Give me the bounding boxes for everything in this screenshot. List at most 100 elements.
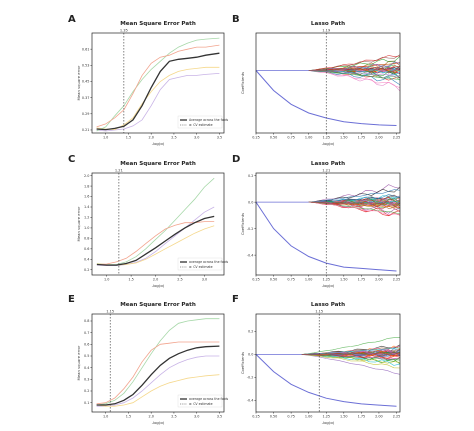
y-tick-label: 0.61 — [82, 47, 90, 51]
coefficient-path — [308, 184, 401, 203]
x-tick-label: 0.50 — [270, 415, 278, 419]
y-tick-label: 0.29 — [82, 112, 90, 116]
y-tick-label: 0.0 — [248, 200, 253, 204]
x-tick-label: 0.75 — [287, 278, 295, 282]
panel-letter: C — [68, 154, 75, 165]
coefficient-path — [308, 55, 401, 71]
cv-vline-label: 1.19 — [322, 29, 331, 33]
x-tick-label: 0.75 — [287, 415, 295, 419]
legend-entry: average across the folds — [189, 397, 229, 401]
chart-title: Mean Square Error Path — [120, 302, 196, 308]
y-tick-label: 1.8 — [84, 184, 89, 188]
panel-letter: D — [232, 154, 240, 165]
x-tick-label: 1.5 — [128, 278, 133, 282]
cv-vline-label: 1.15 — [315, 310, 323, 314]
legend-entry: average across the folds — [189, 260, 229, 264]
x-tick-label: 0.25 — [252, 278, 260, 282]
fold-line — [96, 66, 220, 131]
y-tick-label: 0.7 — [84, 331, 89, 335]
x-axis-label: -log(α) — [322, 283, 335, 288]
x-tick-label: 1.50 — [340, 136, 348, 140]
x-axis-label: -log(α) — [152, 141, 165, 146]
y-tick-label: 1.4 — [84, 205, 89, 209]
x-tick-label: 1.25 — [322, 415, 330, 419]
coefficient-path — [308, 189, 401, 203]
x-tick-label: 1.50 — [340, 415, 348, 419]
coefficient-path — [308, 68, 401, 74]
y-tick-label: 1.6 — [84, 195, 89, 199]
y-tick-label: -0.4 — [247, 399, 254, 403]
x-tick-label: 0.50 — [270, 278, 278, 282]
fold-line — [96, 318, 220, 406]
y-tick-label: 0.8 — [84, 237, 89, 241]
y-tick-label: 0.4 — [84, 366, 89, 370]
x-tick-label: 2.5 — [171, 415, 176, 419]
x-tick-label: 0.50 — [270, 136, 278, 140]
axes-frame — [91, 32, 225, 134]
x-tick-label: 2.25 — [393, 415, 401, 419]
legend-entry: α: CV estimate — [189, 123, 213, 127]
panel-f: F Lasso Path 1.15 0.25 0.50 0.75 1.00 1.25 1.50 1… — [232, 294, 401, 425]
x-tick-label: 2.00 — [375, 136, 383, 140]
y-tick-label: 0.2 — [248, 329, 253, 333]
x-tick-label: 1.25 — [322, 278, 330, 282]
panel-letter: E — [68, 294, 75, 305]
y-tick-label: 1.2 — [84, 216, 89, 220]
x-tick-label: 3.0 — [194, 136, 199, 140]
legend-entry: α: CV estimate — [189, 402, 213, 406]
x-axis-label: -log(α) — [322, 141, 335, 146]
chart-title: Lasso Path — [311, 161, 345, 167]
axes-frame — [91, 172, 225, 276]
chart-title: Lasso Path — [311, 21, 345, 27]
x-tick-label: 2.00 — [375, 278, 383, 282]
legend-entry: Average across the folds — [189, 118, 229, 122]
y-tick-label: 0.45 — [82, 80, 90, 84]
x-axis-label: -log(α) — [152, 283, 165, 288]
cv-vline-label: 1.21 — [115, 169, 123, 173]
chart-title: Lasso Path — [311, 302, 345, 308]
x-tick-label: 2.25 — [393, 278, 401, 282]
panel-a: A Mean Square Error Path 1.35 1.0 1.5 2.0 2.5 3… — [68, 14, 229, 146]
coefficient-path — [308, 56, 401, 71]
y-tick-label: 0.2 — [84, 389, 89, 393]
cv-vline-label: 1.35 — [120, 29, 128, 33]
y-tick-label: 0.3 — [84, 378, 89, 382]
x-tick-label: 1.00 — [305, 415, 313, 419]
x-tick-label: 2.25 — [393, 136, 401, 140]
x-axis-label: -log(α) — [152, 420, 165, 425]
y-axis-label: Coefficients — [240, 352, 245, 374]
average-line — [96, 345, 220, 406]
coefficient-path — [308, 198, 401, 207]
y-axis-label: Mean square error — [76, 206, 81, 241]
x-tick-label: 2.5 — [177, 278, 182, 282]
y-tick-label: 0.4 — [84, 258, 89, 262]
legend-box — [177, 115, 223, 129]
y-tick-label: 0.6 — [84, 343, 89, 347]
decay-path — [255, 354, 397, 407]
x-axis-label: -log(α) — [322, 420, 335, 425]
y-tick-label: 0.5 — [84, 354, 89, 358]
y-tick-label: 0.6 — [84, 247, 89, 251]
x-tick-label: 3.5 — [217, 136, 222, 140]
y-axis-label: Mean square error — [76, 65, 81, 100]
fold-line — [96, 44, 220, 128]
x-tick-label: 2.5 — [171, 136, 176, 140]
coefficient-path — [308, 70, 401, 88]
x-tick-label: 1.5 — [126, 415, 131, 419]
chart-title: Mean Square Error Path — [120, 21, 196, 27]
y-tick-label: 0.37 — [82, 96, 90, 100]
axes-frame — [91, 313, 225, 413]
fold-line — [96, 374, 220, 407]
y-tick-label: 0.53 — [82, 64, 90, 68]
y-tick-label: 0.2 — [84, 268, 89, 272]
fold-line — [96, 341, 220, 405]
x-tick-label: 2.00 — [375, 415, 383, 419]
x-tick-label: 1.0 — [103, 136, 108, 140]
y-tick-label: -0.2 — [247, 227, 254, 231]
x-tick-label: 0.25 — [252, 136, 260, 140]
y-tick-label: -0.4 — [247, 253, 254, 257]
coefficient-path — [308, 194, 401, 203]
panel-letter: B — [232, 14, 240, 25]
y-tick-label: -0.2 — [247, 376, 254, 380]
coefficient-path — [308, 201, 401, 206]
